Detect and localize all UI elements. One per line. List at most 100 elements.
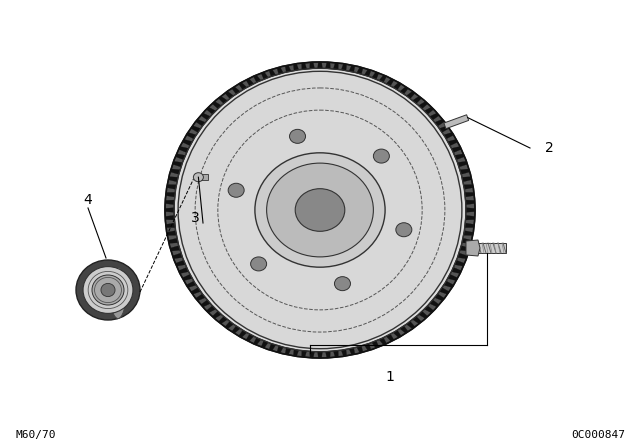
- Polygon shape: [179, 267, 189, 274]
- Polygon shape: [225, 321, 234, 329]
- Polygon shape: [341, 64, 347, 71]
- Polygon shape: [419, 102, 428, 109]
- Text: 3: 3: [191, 211, 200, 225]
- Ellipse shape: [174, 68, 466, 352]
- Polygon shape: [170, 246, 180, 251]
- Polygon shape: [232, 86, 240, 94]
- Text: M60/70: M60/70: [15, 430, 56, 440]
- Polygon shape: [466, 208, 475, 212]
- Polygon shape: [165, 200, 175, 205]
- Ellipse shape: [255, 153, 385, 267]
- Ellipse shape: [396, 223, 412, 237]
- Polygon shape: [386, 78, 394, 86]
- Polygon shape: [239, 330, 247, 338]
- Polygon shape: [462, 177, 472, 182]
- Polygon shape: [393, 330, 401, 338]
- Polygon shape: [444, 281, 454, 288]
- Polygon shape: [406, 321, 415, 329]
- Polygon shape: [466, 240, 480, 256]
- Polygon shape: [400, 326, 408, 333]
- Polygon shape: [379, 338, 387, 345]
- Polygon shape: [429, 300, 439, 307]
- Polygon shape: [182, 274, 192, 281]
- Polygon shape: [458, 161, 467, 167]
- Polygon shape: [463, 185, 473, 190]
- Ellipse shape: [92, 275, 124, 305]
- Polygon shape: [317, 352, 323, 358]
- Polygon shape: [301, 63, 307, 69]
- Polygon shape: [364, 344, 371, 351]
- Polygon shape: [444, 132, 454, 139]
- Ellipse shape: [295, 189, 345, 231]
- Polygon shape: [372, 341, 379, 348]
- Polygon shape: [196, 119, 205, 126]
- Polygon shape: [372, 72, 379, 79]
- Polygon shape: [326, 351, 330, 358]
- Polygon shape: [440, 288, 449, 294]
- Polygon shape: [182, 139, 192, 146]
- Text: 4: 4: [84, 193, 92, 207]
- Polygon shape: [451, 146, 461, 153]
- Polygon shape: [269, 344, 276, 351]
- Polygon shape: [285, 348, 291, 355]
- Polygon shape: [191, 126, 200, 133]
- Polygon shape: [179, 146, 189, 153]
- Polygon shape: [326, 62, 330, 69]
- Polygon shape: [168, 238, 178, 243]
- Polygon shape: [218, 96, 227, 103]
- Polygon shape: [168, 177, 178, 182]
- Polygon shape: [444, 115, 468, 129]
- Polygon shape: [379, 75, 387, 82]
- Polygon shape: [165, 208, 174, 212]
- Polygon shape: [201, 300, 211, 307]
- Ellipse shape: [101, 284, 115, 297]
- Polygon shape: [333, 351, 339, 358]
- Polygon shape: [465, 215, 475, 220]
- Polygon shape: [191, 288, 200, 294]
- Ellipse shape: [76, 260, 140, 320]
- Ellipse shape: [83, 267, 133, 314]
- Polygon shape: [435, 119, 444, 126]
- Polygon shape: [218, 316, 227, 324]
- Polygon shape: [293, 64, 299, 71]
- Polygon shape: [413, 96, 422, 103]
- Polygon shape: [349, 65, 355, 72]
- Ellipse shape: [267, 163, 373, 257]
- Polygon shape: [333, 63, 339, 69]
- Polygon shape: [440, 126, 449, 133]
- Polygon shape: [246, 334, 254, 341]
- Polygon shape: [246, 78, 254, 86]
- Polygon shape: [424, 107, 434, 114]
- Polygon shape: [460, 169, 470, 174]
- Polygon shape: [364, 69, 371, 77]
- Ellipse shape: [228, 183, 244, 197]
- Polygon shape: [261, 341, 268, 348]
- Polygon shape: [175, 154, 186, 160]
- Polygon shape: [451, 267, 461, 274]
- Polygon shape: [277, 346, 284, 353]
- Ellipse shape: [335, 277, 351, 291]
- Ellipse shape: [110, 267, 126, 319]
- Polygon shape: [301, 351, 307, 358]
- Polygon shape: [413, 316, 422, 324]
- Polygon shape: [393, 82, 401, 90]
- Polygon shape: [261, 72, 268, 79]
- Polygon shape: [460, 246, 470, 251]
- Polygon shape: [448, 139, 458, 146]
- Polygon shape: [277, 67, 284, 74]
- Polygon shape: [201, 113, 211, 120]
- Polygon shape: [170, 169, 180, 174]
- Polygon shape: [167, 231, 177, 236]
- Ellipse shape: [373, 149, 389, 163]
- Polygon shape: [468, 243, 506, 253]
- Polygon shape: [356, 346, 363, 353]
- Polygon shape: [253, 338, 261, 345]
- Polygon shape: [419, 311, 428, 319]
- Polygon shape: [435, 294, 444, 301]
- Polygon shape: [317, 62, 323, 68]
- Polygon shape: [462, 238, 472, 243]
- Polygon shape: [429, 113, 439, 120]
- Polygon shape: [206, 306, 216, 313]
- Polygon shape: [186, 132, 196, 139]
- Ellipse shape: [289, 129, 305, 143]
